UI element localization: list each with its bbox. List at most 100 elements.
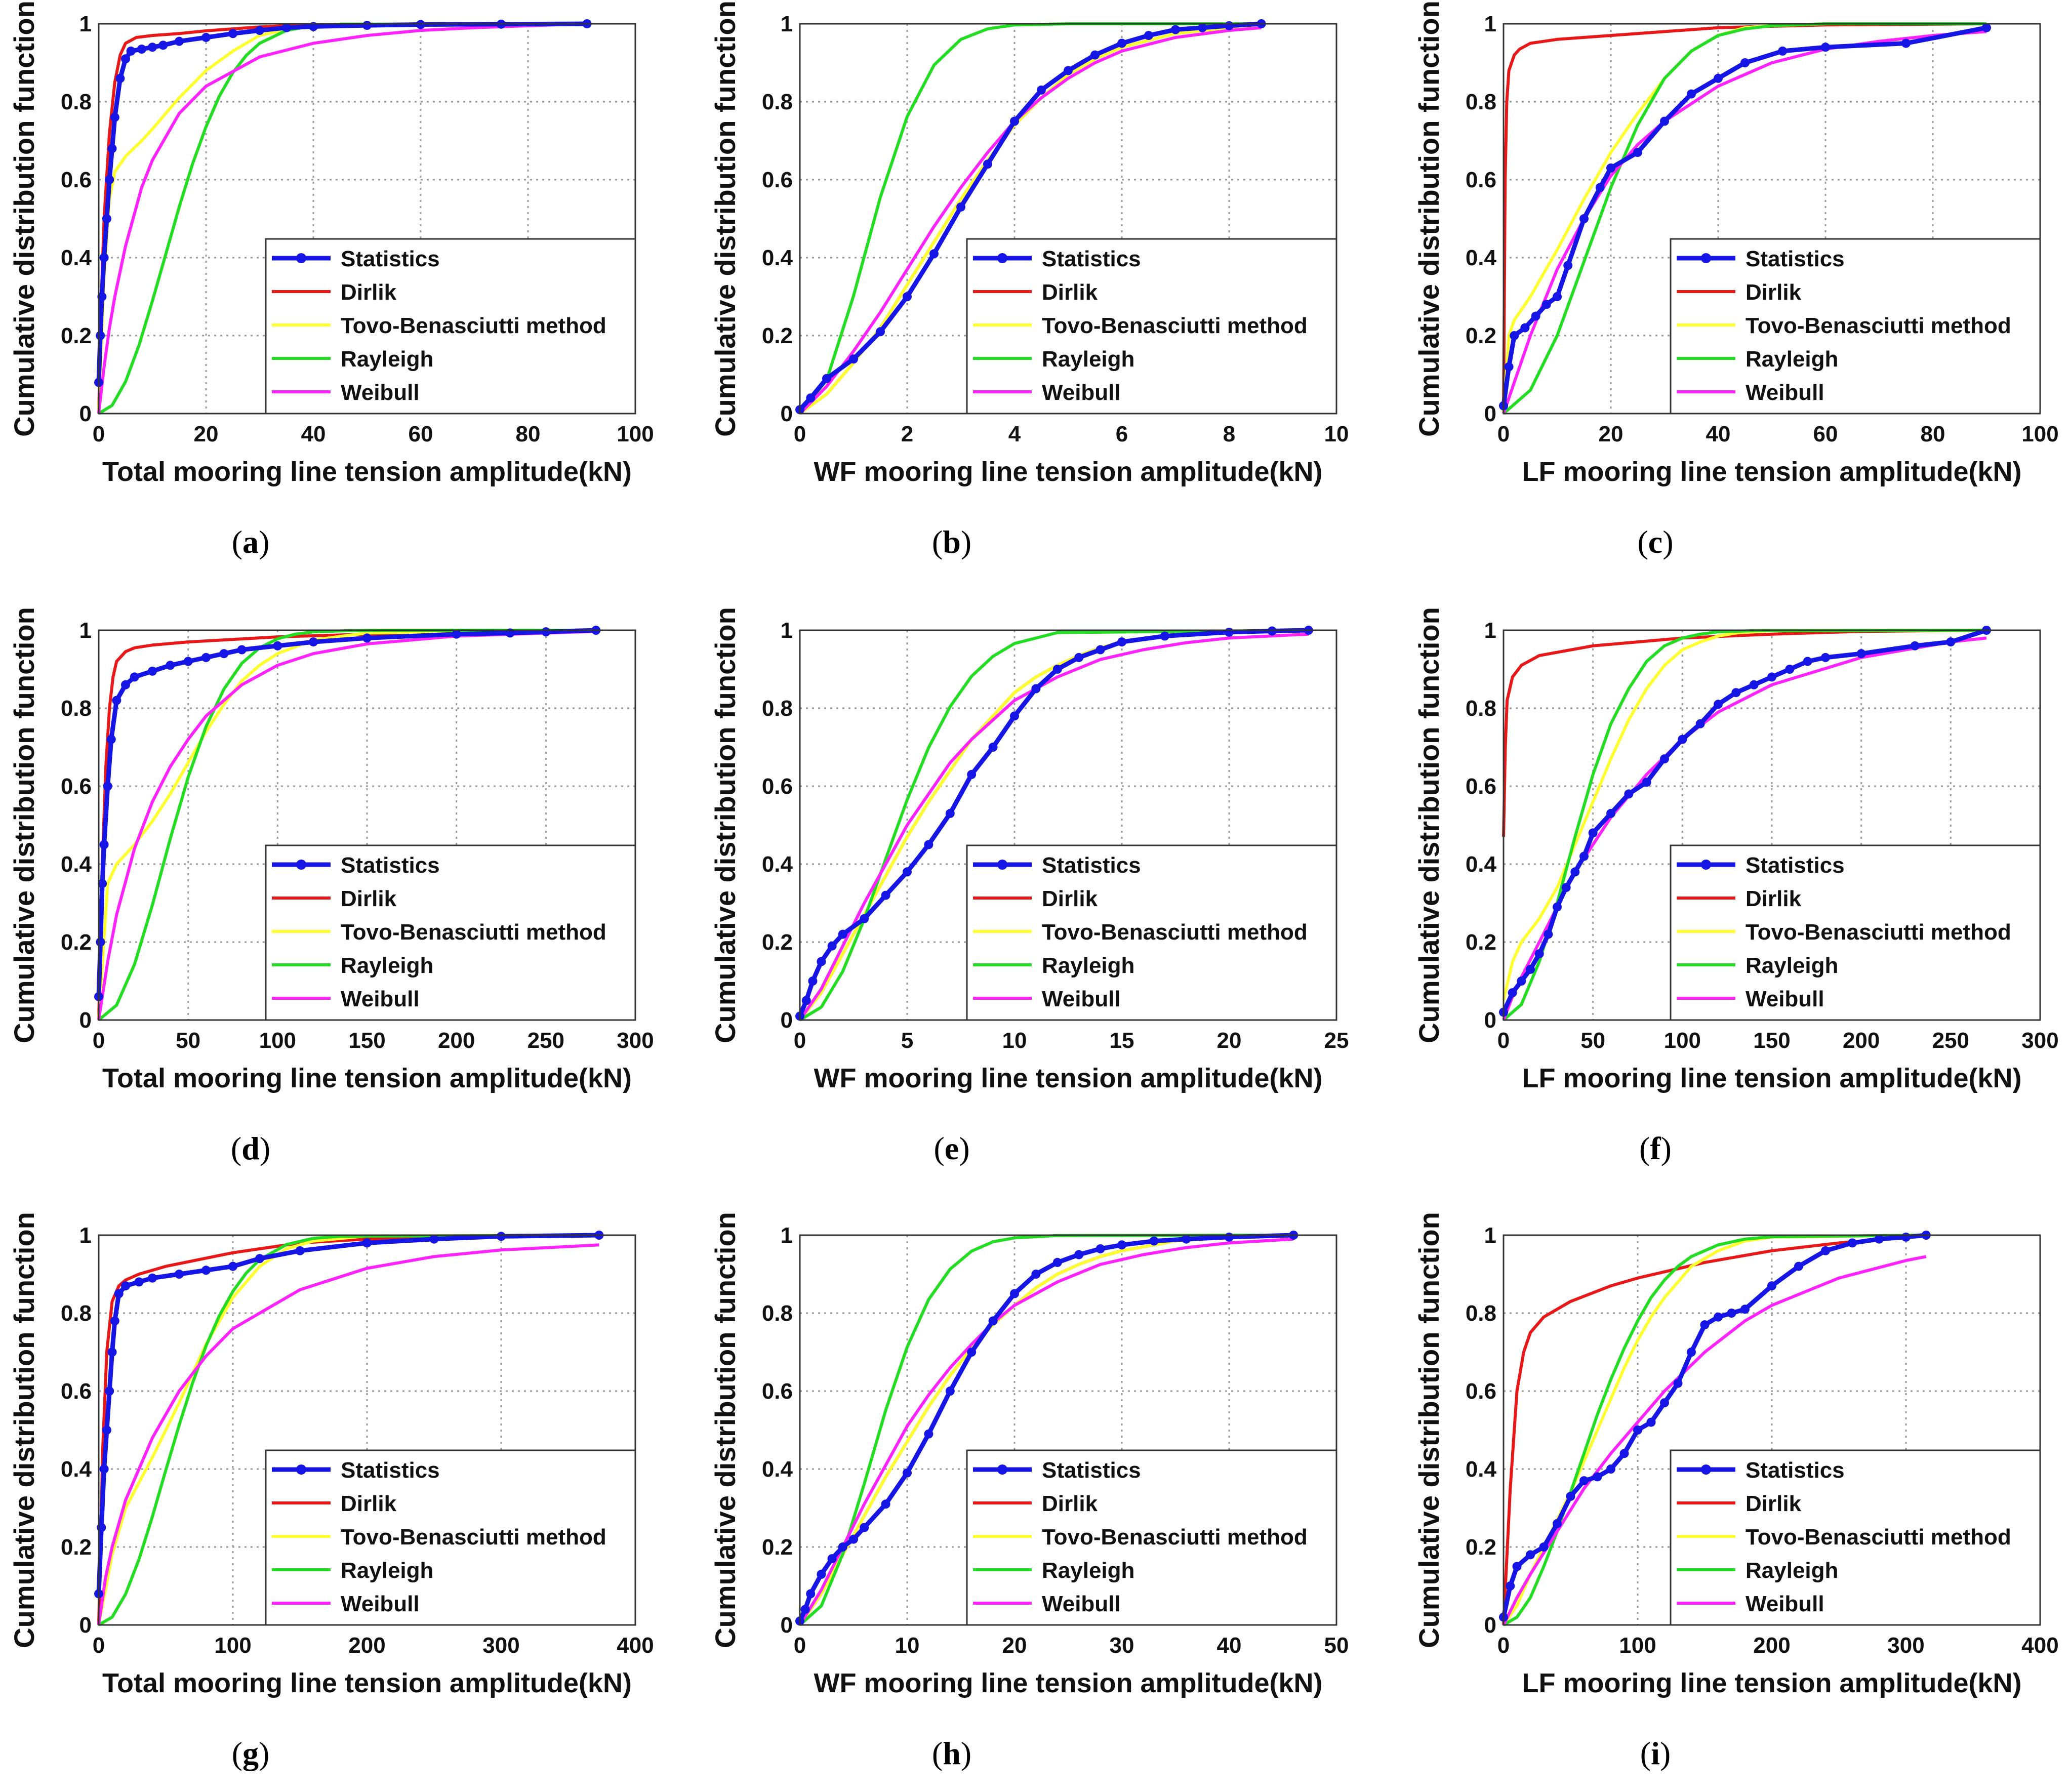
- y-axis-label: Cumulative distribution function: [709, 1212, 741, 1648]
- data-point-statistics: [201, 653, 211, 662]
- x-axis-label: LF mooring line tension amplitude(kN): [1522, 457, 2021, 487]
- data-point-statistics: [1731, 688, 1741, 698]
- data-point-statistics: [1633, 148, 1642, 157]
- x-tick-label: 50: [1324, 1633, 1349, 1658]
- data-point-statistics: [1095, 645, 1105, 655]
- x-tick-label: 300: [617, 1028, 654, 1053]
- series-line-weibull: [97, 1243, 599, 1625]
- legend-entry: Dirlik: [1042, 886, 1098, 911]
- x-tick-label: 10: [1002, 1028, 1027, 1053]
- y-tick-label: 0.4: [61, 852, 92, 877]
- y-tick-label: 0: [1484, 401, 1496, 426]
- series-line-weibull: [1502, 30, 1987, 414]
- data-point-statistics: [102, 1426, 111, 1435]
- data-point-statistics: [99, 840, 109, 849]
- data-point-statistics: [102, 214, 111, 223]
- x-tick-label: 30: [1110, 1633, 1134, 1658]
- data-point-statistics: [1144, 31, 1153, 40]
- x-tick-label: 2: [901, 422, 913, 446]
- y-tick-label: 0.4: [762, 1457, 793, 1482]
- data-point-statistics: [1539, 1542, 1549, 1552]
- y-tick-label: 0.2: [1466, 323, 1496, 348]
- data-point-statistics: [881, 1499, 890, 1509]
- data-point-statistics: [1052, 665, 1062, 674]
- series-line-dirlik: [97, 22, 587, 414]
- data-point-statistics: [924, 840, 933, 849]
- data-point-statistics: [148, 666, 157, 676]
- data-point-statistics: [1553, 292, 1562, 301]
- data-point-statistics: [1031, 684, 1041, 694]
- data-point-statistics: [105, 175, 114, 184]
- data-point-statistics: [96, 938, 105, 947]
- data-point-statistics: [1593, 1472, 1602, 1482]
- legend-entry: Tovo-Benasciutti method: [1746, 313, 2011, 338]
- x-tick-label: 200: [1753, 1633, 1790, 1658]
- y-axis-label: Cumulative distribution function: [709, 1, 741, 437]
- legend-entry: Rayleigh: [1042, 953, 1134, 978]
- data-point-statistics: [1064, 66, 1073, 75]
- x-axis-label: Total mooring line tension amplitude(kN): [102, 1063, 632, 1093]
- x-tick-label: 60: [409, 422, 433, 446]
- data-point-statistics: [903, 867, 912, 877]
- data-point-statistics: [126, 46, 136, 56]
- x-tick-label: 100: [1619, 1633, 1656, 1658]
- chart-panel-h: 0 10 20 30 40 50 0 0.2 0.4 0.6 0.8 1 Statistics Dirli…: [709, 1212, 1349, 1771]
- panel-label: (i): [1640, 1735, 1671, 1771]
- x-tick-label: 15: [1110, 1028, 1134, 1053]
- data-point-statistics: [808, 976, 818, 986]
- y-tick-label: 0.2: [762, 930, 793, 955]
- x-tick-label: 300: [482, 1633, 519, 1658]
- data-point-statistics: [1910, 641, 1920, 650]
- series-line-statistics: [96, 628, 596, 997]
- legend-entry: Rayleigh: [341, 347, 433, 372]
- legend-marker: [296, 1464, 306, 1475]
- x-tick-label: 150: [1753, 1028, 1790, 1053]
- y-tick-label: 0: [79, 1613, 92, 1638]
- panel-label: (e): [933, 1130, 969, 1166]
- x-tick-label: 200: [348, 1633, 385, 1658]
- data-point-statistics: [1117, 38, 1126, 48]
- y-tick-label: 0.8: [1466, 1301, 1496, 1326]
- data-point-statistics: [1875, 1234, 1884, 1244]
- data-point-statistics: [956, 202, 965, 212]
- data-point-statistics: [1561, 883, 1571, 892]
- legend-marker: [997, 1464, 1007, 1475]
- y-tick-label: 0.6: [762, 774, 793, 799]
- y-tick-label: 1: [1484, 12, 1496, 36]
- legend: Statistics Dirlik Tovo-Benasciutti method R…: [265, 238, 636, 415]
- data-point-statistics: [1633, 1426, 1642, 1435]
- data-point-statistics: [924, 1429, 933, 1439]
- data-point-statistics: [1526, 964, 1535, 974]
- x-tick-label: 0: [794, 422, 806, 446]
- x-axis-label: WF mooring line tension amplitude(kN): [814, 1063, 1323, 1093]
- data-point-statistics: [988, 1316, 998, 1326]
- legend-entry: Weibull: [1746, 1592, 1824, 1616]
- data-point-statistics: [105, 1387, 114, 1396]
- x-tick-label: 20: [194, 422, 219, 446]
- data-point-statistics: [1171, 25, 1180, 34]
- data-point-statistics: [1570, 867, 1580, 877]
- data-point-statistics: [99, 1464, 109, 1474]
- panel-label: (c): [1637, 524, 1673, 560]
- legend-entry: Weibull: [1042, 1592, 1121, 1616]
- chart-panel-d: 0 50 100 150 200 250 300 0 0.2 0.4 0.6 0.8 1 Statisti…: [8, 607, 654, 1166]
- legend-entry: Tovo-Benasciutti method: [1746, 920, 2011, 945]
- legend-entry: Weibull: [1042, 987, 1121, 1011]
- x-tick-label: 0: [93, 422, 105, 446]
- x-tick-label: 300: [2021, 1028, 2058, 1053]
- data-point-statistics: [1225, 21, 1234, 30]
- legend-entry: Tovo-Benasciutti method: [1746, 1525, 2011, 1550]
- data-point-statistics: [103, 782, 112, 791]
- legend-entry: Statistics: [341, 247, 440, 271]
- data-point-statistics: [838, 929, 847, 939]
- data-point-statistics: [860, 1523, 869, 1532]
- legend-marker: [1701, 253, 1711, 263]
- x-axis-label: LF mooring line tension amplitude(kN): [1522, 1063, 2021, 1093]
- y-tick-label: 1: [1484, 1223, 1496, 1248]
- y-axis-label: Cumulative distribution function: [1413, 607, 1445, 1043]
- x-axis-label: WF mooring line tension amplitude(kN): [814, 457, 1323, 487]
- legend: Statistics Dirlik Tovo-Benasciutti method R…: [966, 238, 1337, 415]
- x-tick-label: 0: [794, 1633, 806, 1658]
- y-tick-label: 0.8: [61, 1301, 92, 1326]
- series-line-statistics: [96, 1233, 599, 1594]
